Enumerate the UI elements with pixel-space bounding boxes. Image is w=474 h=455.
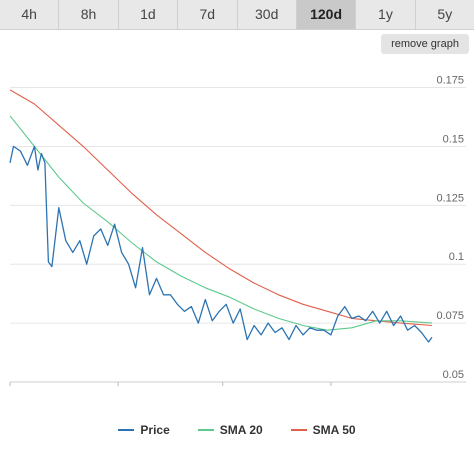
legend-swatch-sma20 [197,429,214,431]
y-tick-label: 0.05 [443,369,464,381]
range-1d-button[interactable]: 1d [119,0,179,29]
y-tick-label: 0.15 [443,133,464,145]
y-tick-label: 0.075 [436,310,464,322]
legend-label-sma50: SMA 50 [312,423,356,437]
sma20-line [9,115,433,331]
range-1y-button[interactable]: 1y [356,0,416,29]
range-8h-button[interactable]: 8h [59,0,119,29]
y-tick-label: 0.1 [449,251,464,263]
range-4h-button[interactable]: 4h [0,0,60,29]
y-tick-label: 0.125 [436,192,464,204]
range-30d-button[interactable]: 30d [238,0,297,29]
time-range-selector: 4h 8h 1d 7d 30d 120d 1y 5y [0,0,474,30]
legend-swatch-sma50 [290,429,307,431]
y-tick-label: 0.175 [436,75,464,87]
remove-graph-button[interactable]: remove graph [381,34,469,54]
legend-item-sma20[interactable]: SMA 20 [197,420,263,440]
chart-legend: Price SMA 20 SMA 50 [0,420,474,440]
sma50-line [9,89,433,327]
price-line [9,145,433,343]
range-7d-button[interactable]: 7d [178,0,238,29]
legend-label-price: Price [140,423,170,437]
range-5y-button[interactable]: 5y [437,6,453,22]
legend-swatch-price [118,429,135,431]
legend-item-price[interactable]: Price [118,420,170,440]
range-120d-button[interactable]: 120d [296,0,357,29]
legend-label-sma20: SMA 20 [219,423,263,437]
legend-item-sma50[interactable]: SMA 50 [290,420,356,440]
